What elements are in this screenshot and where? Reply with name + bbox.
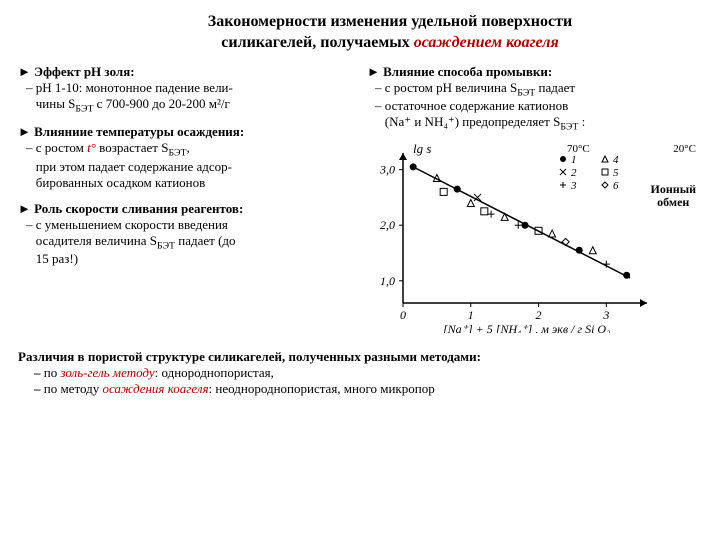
- svg-text:6: 6: [613, 180, 619, 192]
- svg-text:1: 1: [468, 308, 474, 322]
- title-line2a: силикагелей, получаемых: [221, 34, 413, 51]
- svg-text:2,0: 2,0: [380, 218, 395, 232]
- section-head: Роль скорости сливания реагентов:: [18, 201, 353, 217]
- section-body: рН 1-10: монотонное падение вели- чины S…: [18, 80, 353, 115]
- temp-label-70: 70°С: [567, 143, 590, 155]
- left-column: Эффект рН золя: рН 1-10: монотонное паде…: [18, 64, 353, 337]
- title-line2b: осаждением коагеля: [414, 34, 559, 51]
- section-temperature: Влияниие температуры осаждения: с ростом…: [18, 124, 353, 191]
- section-washing: Влияние способа промывки: с ростом рН ве…: [367, 64, 702, 133]
- title-line1: Закономерности изменения удельной поверх…: [208, 13, 572, 30]
- svg-text:[Na⁺] + 5 [NH₄⁺] , м экв / г S: [Na⁺] + 5 [NH₄⁺] , м экв / г Si O₂: [443, 322, 610, 333]
- svg-text:1: 1: [571, 154, 577, 166]
- section-body: с ростом рН величина SБЭТ падает остаточ…: [367, 80, 702, 133]
- svg-text:4: 4: [613, 154, 619, 166]
- svg-text:lg s: lg s: [413, 143, 431, 156]
- page-title: Закономерности изменения удельной поверх…: [18, 12, 702, 54]
- section-ph-effect: Эффект рН золя: рН 1-10: монотонное паде…: [18, 64, 353, 115]
- svg-text:2: 2: [536, 308, 542, 322]
- scatter-chart: 01231,02,03,0lg s[Na⁺] + 5 [NH₄⁺] , м эк…: [367, 143, 667, 333]
- section-body: с ростом t° возрастает SБЭТ, при этом па…: [18, 140, 353, 191]
- svg-text:2: 2: [571, 167, 577, 179]
- section-head: Эффект рН золя:: [18, 64, 353, 80]
- temp-label-20: 20°С: [673, 143, 696, 155]
- svg-text:3: 3: [602, 308, 609, 322]
- svg-text:1,0: 1,0: [380, 274, 395, 288]
- ion-exchange-label: Ионный обмен: [651, 183, 696, 209]
- svg-text:3,0: 3,0: [379, 162, 395, 176]
- chart-container: 70°С 20°С Ионный обмен 01231,02,03,0lg s…: [367, 143, 702, 337]
- section-body: с уменьшением скорости введения осадител…: [18, 217, 353, 268]
- footer-section: Различия в пористой структуре силикагеле…: [18, 349, 702, 397]
- footer-head: Различия в пористой структуре силикагеле…: [18, 349, 702, 365]
- footer-line-2: – по методу осаждения коагеля: неоднород…: [18, 381, 702, 397]
- svg-text:5: 5: [613, 167, 619, 179]
- section-head: Влияние способа промывки:: [367, 64, 702, 80]
- section-head: Влияниие температуры осаждения:: [18, 124, 353, 140]
- right-column: Влияние способа промывки: с ростом рН ве…: [367, 64, 702, 337]
- footer-line-1: – по золь-гель методу: однороднопористая…: [18, 365, 702, 381]
- svg-text:3: 3: [570, 180, 577, 192]
- svg-text:0: 0: [400, 308, 406, 322]
- section-rate: Роль скорости сливания реагентов: с умен…: [18, 201, 353, 268]
